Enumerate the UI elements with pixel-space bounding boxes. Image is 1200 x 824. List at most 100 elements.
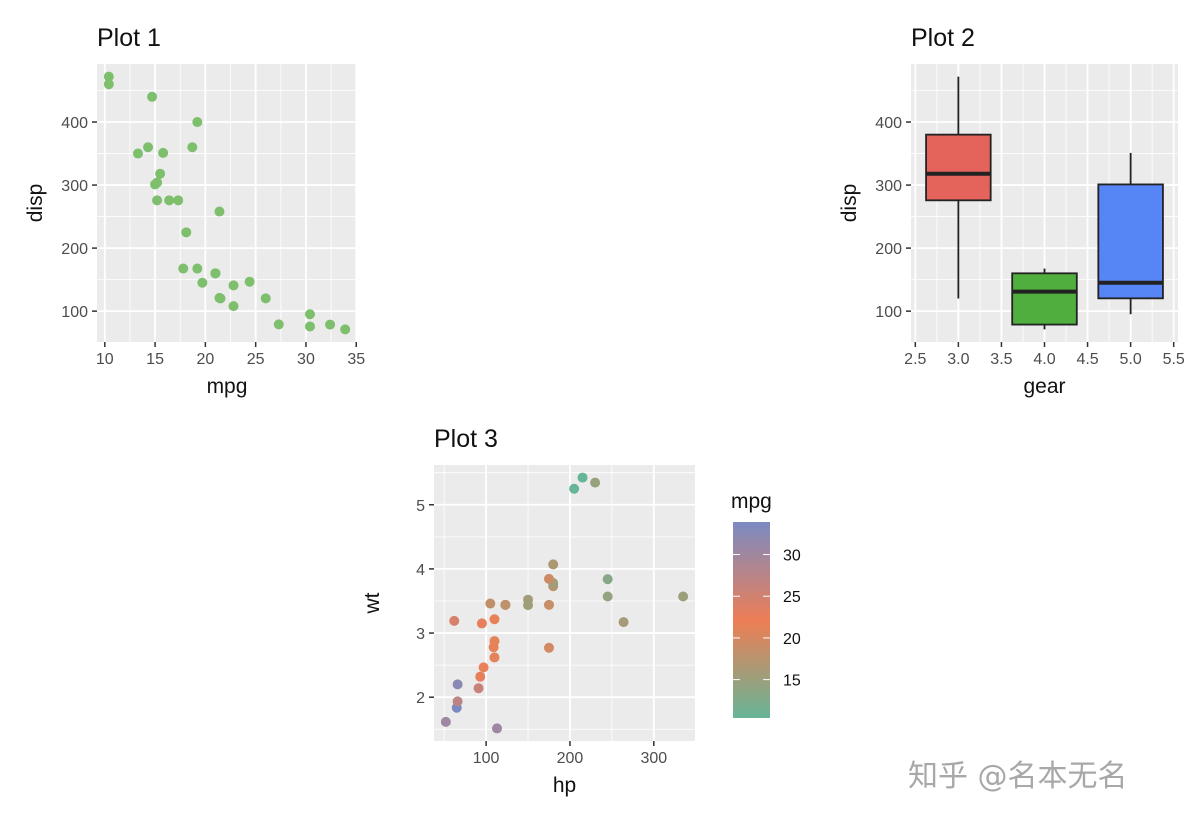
x-tick-label: 35	[347, 351, 365, 368]
data-point	[543, 573, 554, 584]
plot-title: Plot 3	[434, 425, 498, 453]
x-tick-label: 15	[146, 351, 164, 368]
x-tick-label: 3.5	[990, 351, 1012, 368]
data-point	[590, 477, 601, 488]
data-point	[304, 321, 315, 332]
panel-background	[97, 64, 357, 342]
y-tick-label: 100	[61, 304, 88, 321]
box-gear-4	[1011, 268, 1078, 330]
x-tick-label: 20	[196, 351, 214, 368]
data-point	[244, 276, 255, 287]
data-point	[475, 671, 486, 682]
x-tick-label: 5.0	[1120, 351, 1142, 368]
plot-2: 2.5 3.0 3.5 4.0 4.5 5.0 5.5 100 200 300 400 Plot 2 g…	[838, 24, 1185, 398]
y-axis-title: disp	[24, 184, 47, 223]
data-point	[543, 599, 554, 610]
data-point	[452, 696, 463, 707]
data-point	[325, 319, 336, 330]
plot-3: 100 200 300 2 3 4 5 Plot 3 hp wt	[361, 425, 695, 797]
data-point	[602, 574, 613, 585]
x-tick-label: 100	[473, 750, 500, 767]
data-point	[449, 615, 460, 626]
data-point	[228, 301, 239, 312]
data-point	[602, 591, 613, 602]
x-tick-label: 25	[247, 351, 265, 368]
data-point	[103, 71, 114, 82]
data-point	[618, 617, 629, 628]
data-point	[489, 614, 500, 625]
data-point	[210, 268, 221, 279]
legend-title: mpg	[731, 490, 772, 513]
data-point	[214, 206, 225, 217]
box-iqr	[1011, 272, 1078, 326]
data-point	[678, 591, 689, 602]
box-gear-3	[925, 76, 992, 299]
data-point	[340, 324, 351, 335]
watermark: 知乎 @名本无名	[908, 759, 1128, 794]
x-tick-label: 200	[557, 750, 584, 767]
y-tick-label: 300	[875, 178, 902, 195]
data-point	[155, 168, 166, 179]
data-point	[452, 679, 463, 690]
x-axis-title: hp	[553, 774, 576, 797]
data-point	[273, 319, 284, 330]
data-point	[164, 195, 175, 206]
data-point	[488, 642, 499, 653]
data-point	[304, 309, 315, 320]
box-iqr	[1097, 183, 1164, 300]
plot-title: Plot 2	[911, 24, 975, 52]
data-point	[476, 618, 487, 629]
data-point	[489, 652, 500, 663]
data-point	[440, 716, 451, 727]
data-point	[543, 642, 554, 653]
data-point	[500, 599, 511, 610]
data-point	[158, 147, 169, 158]
data-point	[523, 600, 534, 611]
data-point	[577, 472, 588, 483]
colorbar-tick-label: 15	[783, 673, 801, 690]
mpg-colorbar-legend: mpg 15 20 25 30	[731, 490, 801, 718]
data-point	[197, 277, 208, 288]
box-iqr	[925, 133, 992, 202]
panel-background	[434, 465, 695, 741]
y-tick-label: 4	[416, 562, 425, 579]
colorbar-tick-label: 20	[783, 631, 801, 648]
data-point	[178, 263, 189, 274]
plot-1: 10 15 20 25 30 35 100 200 300 400 Plot 1 mpg disp	[24, 24, 365, 398]
data-point	[485, 598, 496, 609]
data-point	[192, 263, 203, 274]
y-tick-label: 400	[875, 115, 902, 132]
data-point	[473, 683, 484, 694]
data-point	[478, 662, 489, 673]
data-point	[228, 280, 239, 291]
data-point	[187, 142, 198, 153]
x-axis-title: mpg	[207, 375, 248, 398]
y-tick-label: 3	[416, 626, 425, 643]
data-point	[173, 195, 184, 206]
x-axis-title: gear	[1023, 375, 1065, 398]
data-point	[214, 292, 225, 303]
data-point	[569, 483, 580, 494]
data-point	[103, 79, 114, 90]
x-tick-label: 4.5	[1076, 351, 1098, 368]
x-tick-label: 2.5	[904, 351, 926, 368]
data-point	[192, 117, 203, 128]
data-point	[152, 195, 163, 206]
data-point	[548, 559, 559, 570]
colorbar-tick-label: 25	[783, 589, 801, 606]
x-tick-label: 10	[96, 351, 114, 368]
colorbar-tick-label: 30	[783, 548, 801, 565]
y-tick-label: 300	[61, 178, 88, 195]
x-tick-label: 300	[640, 750, 667, 767]
box-gear-5	[1097, 152, 1164, 315]
y-tick-label: 200	[875, 241, 902, 258]
y-tick-label: 5	[416, 498, 425, 515]
x-tick-label: 4.0	[1033, 351, 1055, 368]
data-point	[260, 293, 271, 304]
plot-title: Plot 1	[97, 24, 161, 52]
y-tick-label: 100	[875, 304, 902, 321]
colorbar	[733, 522, 770, 718]
y-tick-label: 2	[416, 690, 425, 707]
data-point	[143, 142, 154, 153]
